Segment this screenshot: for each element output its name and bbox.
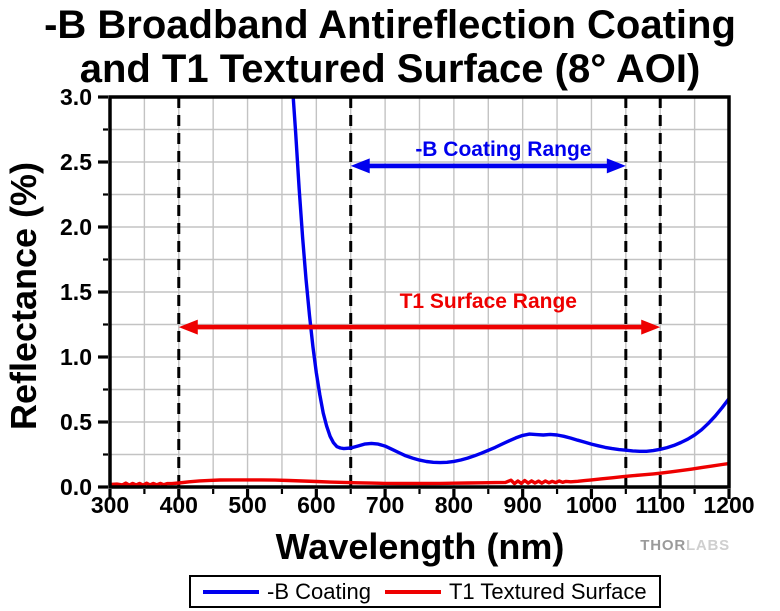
y-tick-label-0.0: 0.0	[60, 474, 92, 500]
thorlabs-logo-labs: LABS	[685, 537, 730, 554]
series-line-1	[110, 461, 729, 487]
legend-swatch-b-coating	[203, 589, 259, 594]
x-axis-title: Wavelength (nm)	[275, 526, 565, 567]
annotation-label-0: -B Coating Range	[415, 138, 591, 161]
y-tick-label-1.5: 1.5	[60, 279, 92, 305]
y-tick-label-3.0: 3.0	[60, 84, 92, 110]
arrow-head-left	[350, 158, 370, 174]
y-tick-label-2.0: 2.0	[60, 214, 92, 240]
legend-label-b-coating: -B Coating	[267, 578, 371, 604]
arrow-head-right	[606, 158, 626, 174]
x-tick-label-500: 500	[228, 492, 266, 518]
legend-swatch-t1-textured-surface	[384, 589, 441, 594]
gridlines	[110, 97, 729, 487]
annotation-1: T1 Surface Range	[178, 290, 661, 335]
x-tick-label-900: 900	[503, 492, 541, 518]
x-tick-label-300: 300	[91, 492, 129, 518]
annotation-0: -B Coating Range	[350, 138, 626, 174]
thorlabs-logo: THORLABS	[630, 537, 730, 554]
x-tick-label-800: 800	[435, 492, 473, 518]
reference-dashed-lines	[177, 97, 662, 487]
y-tick-label-2.5: 2.5	[60, 149, 92, 175]
arrow-head-right	[641, 319, 661, 335]
x-tick-label-1000: 1000	[566, 492, 617, 518]
x-tick-label-400: 400	[160, 492, 198, 518]
legend-label-t1-textured-surface: T1 Textured Surface	[448, 578, 647, 604]
x-tick-label-700: 700	[366, 492, 404, 518]
arrow-head-left	[178, 319, 198, 335]
tick-labels: 300 400 500 600 700 800 900 1000 1100 1200 0.0 0.5 1…	[60, 84, 755, 518]
y-tick-label-0.5: 0.5	[60, 409, 92, 435]
chart-title: -B Broadband Antireflection Coating and …	[10, 3, 770, 91]
x-tick-label-600: 600	[297, 492, 335, 518]
x-tick-label-1200: 1200	[703, 492, 754, 518]
axis-ticks	[98, 95, 731, 499]
plot-border	[108, 95, 731, 489]
chart-title-line2: and T1 Textured Surface (8° AOI)	[79, 47, 701, 91]
annotation-label-1: T1 Surface Range	[400, 290, 577, 313]
thorlabs-logo-thor: THOR	[640, 537, 686, 554]
chart-title-line1: -B Broadband Antireflection Coating	[44, 3, 736, 47]
y-tick-label-1.0: 1.0	[60, 344, 92, 370]
legend: -B Coating T1 Textured Surface	[189, 575, 661, 608]
x-tick-label-1100: 1100	[635, 492, 685, 518]
series-line-0	[291, 97, 729, 465]
